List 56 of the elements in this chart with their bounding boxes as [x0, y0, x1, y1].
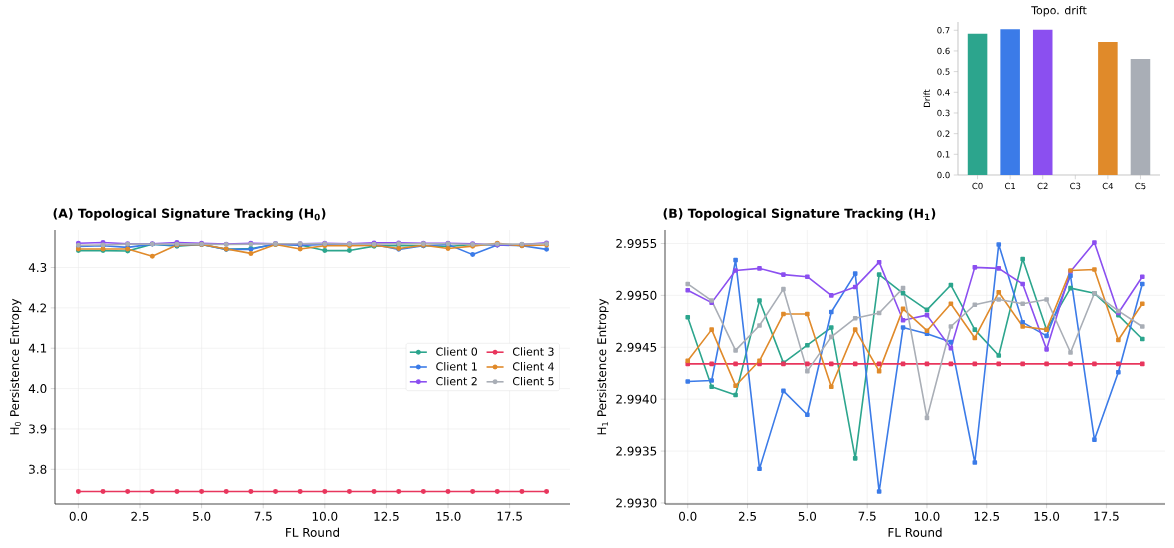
x-tick-label: C0	[972, 182, 983, 190]
y-tick-label: 4.1	[28, 343, 47, 353]
y-tick-label: 0.5	[937, 68, 950, 75]
y-tick-label: 4.2	[28, 303, 47, 313]
y-tick-label: 2.9945	[616, 342, 657, 352]
y-tick-label: 2.9935	[616, 446, 657, 456]
y-tick-label: 0.1	[937, 151, 950, 158]
x-tick-label: 12.5	[374, 511, 399, 521]
y-tick-label: 3.8	[29, 464, 47, 474]
legend-label: Client 0	[436, 347, 478, 356]
y-axis-title: H$_{1}$ Persistence Entropy	[597, 298, 609, 435]
legend-label: Client 1	[436, 362, 477, 371]
y-tick-label: 0.3	[937, 109, 950, 117]
x-tick-label: C5	[1135, 182, 1146, 190]
x-tick-label: 7.5	[254, 511, 272, 521]
x-tick-label: 5.0	[798, 511, 817, 521]
x-axis-title: FL Round	[888, 527, 942, 537]
chart-title: (A) Topological Signature Tracking (H$_{0}$)	[53, 208, 326, 221]
y-tick-label: 0.0	[937, 171, 950, 179]
legend-label: Client 4	[512, 362, 554, 371]
x-tick-label: 2.5	[738, 511, 757, 521]
x-tick-label: 10.0	[312, 511, 338, 521]
x-tick-label: C1	[1004, 182, 1016, 190]
y-tick-label: 3.9	[29, 424, 47, 434]
y-tick-label: 2.9940	[616, 394, 657, 404]
x-axis-title: FL Round	[286, 527, 339, 537]
y-axis-title: Drift	[923, 89, 930, 107]
legend-label: Client 2	[436, 376, 477, 386]
x-tick-label: 17.5	[1094, 511, 1119, 521]
y-tick-label: 4.0	[28, 384, 47, 394]
x-tick-label: 10.0	[914, 511, 940, 521]
legend-label: Client 3	[512, 347, 554, 356]
chart-title: (B) Topological Signature Tracking (H$_{1}$)	[663, 208, 936, 221]
x-tick-label: 0.0	[69, 511, 88, 521]
y-tick-label: 0.4	[937, 89, 950, 96]
x-tick-label: 15.0	[436, 511, 461, 521]
x-tick-label: C2	[1037, 182, 1048, 190]
y-tick-label: 0.6	[937, 47, 950, 55]
x-tick-label: 12.5	[974, 511, 1000, 521]
y-tick-label: 2.9955	[616, 238, 657, 249]
x-tick-label: C3	[1070, 182, 1081, 190]
y-tick-label: 2.9950	[616, 290, 657, 300]
y-tick-label: 0.7	[937, 27, 950, 34]
x-tick-label: C4	[1102, 182, 1114, 190]
x-tick-label: 7.5	[858, 511, 876, 521]
x-tick-label: 0.0	[679, 511, 697, 521]
x-tick-label: 2.5	[131, 511, 149, 521]
y-tick-label: 0.2	[937, 130, 950, 137]
y-tick-label: 4.3	[28, 263, 47, 273]
x-tick-label: 5.0	[193, 511, 211, 521]
chart-title: Topo. drift	[1031, 5, 1087, 17]
y-tick-label: 2.9930	[616, 498, 657, 508]
legend-label: Client 5	[512, 376, 554, 386]
x-tick-label: 15.0	[1034, 511, 1060, 521]
x-tick-label: 17.5	[497, 511, 522, 521]
y-axis-title: H$_{0}$ Persistence Entropy	[9, 298, 22, 435]
